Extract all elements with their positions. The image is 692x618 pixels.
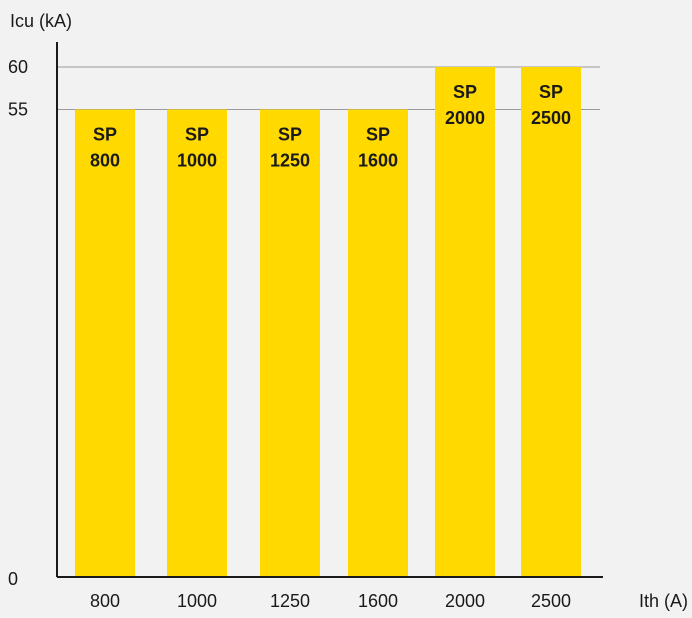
bar-2000 xyxy=(435,67,495,577)
x-tick-label-1600: 1600 xyxy=(358,591,398,611)
bar-label-2500-line-2: 2500 xyxy=(531,108,571,128)
bar-label-2500-line-1: SP xyxy=(539,82,563,102)
x-tick-label-2500: 2500 xyxy=(531,591,571,611)
bar-label-800-line-1: SP xyxy=(93,125,117,145)
bar-2500 xyxy=(521,67,581,577)
bar-label-800-line-2: 800 xyxy=(90,151,120,171)
x-tick-label-800: 800 xyxy=(90,591,120,611)
y-tick-label-55: 55 xyxy=(8,100,28,120)
bar-1600 xyxy=(348,109,408,577)
bars-group xyxy=(75,67,581,577)
bar-1250 xyxy=(260,109,320,577)
bar-label-1600-line-1: SP xyxy=(366,125,390,145)
bar-label-1250-line-1: SP xyxy=(278,125,302,145)
x-tick-label-2000: 2000 xyxy=(445,591,485,611)
y-axis-label: Icu (kA) xyxy=(10,11,72,31)
bar-label-2000-line-2: 2000 xyxy=(445,108,485,128)
bar-labels-group: SP 800 SP 1000 SP 1250 SP 1600 SP 2000 SP 2500 xyxy=(90,82,571,171)
x-tick-label-1250: 1250 xyxy=(270,591,310,611)
bar-label-1250-line-2: 1250 xyxy=(270,151,310,171)
bar-label-1000-line-1: SP xyxy=(185,125,209,145)
bar-1000 xyxy=(167,109,227,577)
x-tick-labels: 800 1000 1250 1600 2000 2500 xyxy=(90,591,571,611)
y-tick-labels: 0 55 60 xyxy=(8,57,28,589)
reference-lines xyxy=(57,66,600,110)
x-tick-label-1000: 1000 xyxy=(177,591,217,611)
axes-group xyxy=(56,42,603,578)
bar-800 xyxy=(75,109,135,577)
y-tick-label-60: 60 xyxy=(8,57,28,77)
y-tick-label-0: 0 xyxy=(8,569,18,589)
bar-label-2000-line-1: SP xyxy=(453,82,477,102)
x-axis-label: Ith (A) xyxy=(639,591,688,611)
bar-label-1000-line-2: 1000 xyxy=(177,151,217,171)
bar-label-1600-line-2: 1600 xyxy=(358,151,398,171)
